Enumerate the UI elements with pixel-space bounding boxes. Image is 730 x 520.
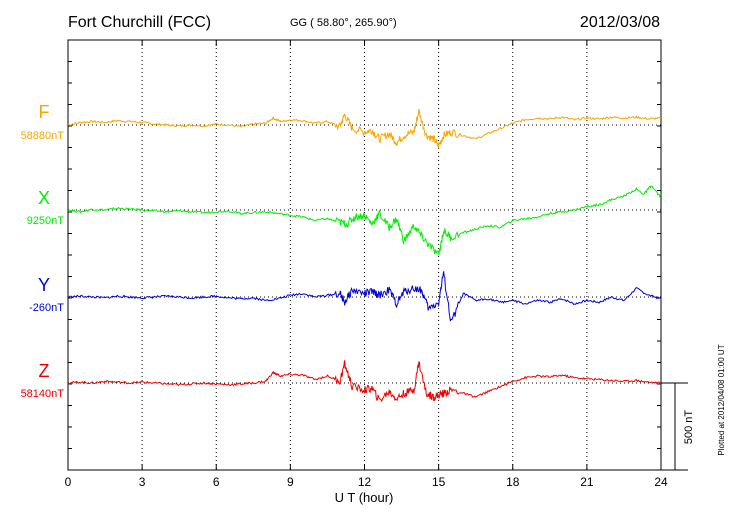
series-labels: F 58880nT X 9250nT Y -260nT Z 58140nT [21,102,65,400]
series-baseline-f: 58880nT [21,130,65,142]
x-tick-label: 6 [213,475,220,489]
series-name-y: Y [38,275,50,295]
x-tick-label: 18 [506,475,520,489]
series-name-z: Z [39,361,50,381]
series-lines [67,108,662,403]
grid [68,40,661,470]
station-title: Fort Churchill (FCC) [68,14,211,31]
series-line-z [67,360,662,403]
x-tick-label: 24 [654,475,668,489]
series-line-y [67,271,662,322]
series-name-x: X [38,188,50,208]
plotted-at-note: Plotted at 2012/04/08 01:00 UT [717,344,726,455]
scale-bar: 500 nT [661,382,695,471]
series-baseline-y: -260nT [29,302,64,314]
x-axis-ticks: 0 3 6 9 12 15 18 21 24 [65,40,668,489]
x-tick-label: 12 [358,475,372,489]
series-baseline-x: 9250nT [27,215,65,227]
series-name-f: F [39,102,50,122]
chart-date: 2012/03/08 [580,14,660,31]
x-axis-label: U T (hour) [335,490,394,505]
x-tick-label: 3 [139,475,146,489]
series-baseline-z: 58140nT [21,388,65,400]
station-coords: GG ( 58.80°, 265.90°) [290,17,397,29]
x-tick-label: 9 [287,475,294,489]
x-tick-label: 0 [65,475,72,489]
scale-bar-label: 500 nT [683,410,695,445]
x-tick-label: 15 [432,475,446,489]
series-line-f [67,108,662,149]
series-line-x [67,185,661,256]
x-tick-label: 21 [580,475,594,489]
